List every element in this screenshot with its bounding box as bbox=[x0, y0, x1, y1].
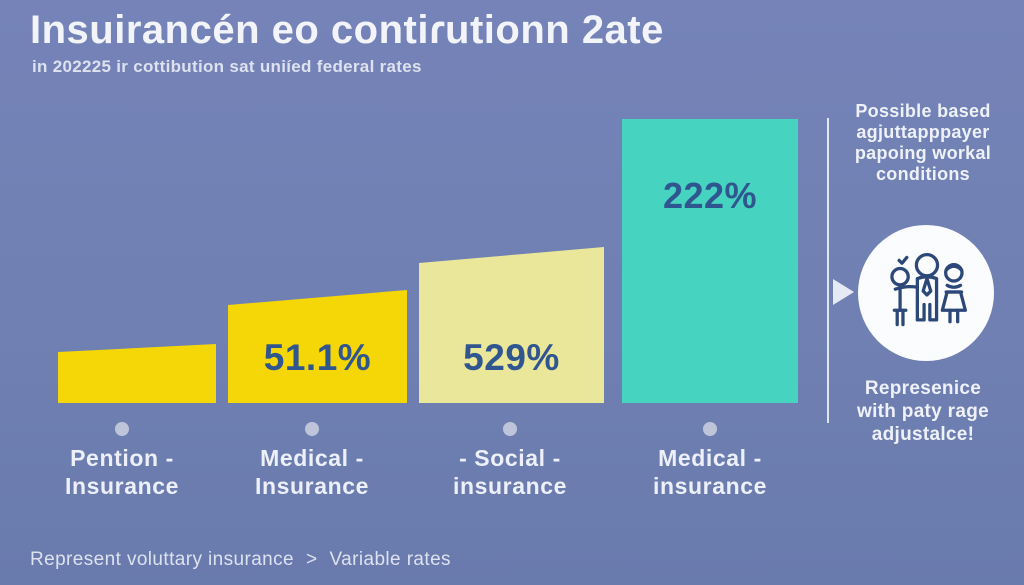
category-line: Insurance bbox=[254, 473, 370, 499]
category-line: insurance bbox=[452, 473, 568, 499]
category-label-social: - Social - insurance bbox=[395, 444, 625, 500]
bar-value-label: 51.1% bbox=[263, 337, 372, 378]
axis-dot bbox=[503, 422, 517, 436]
side-note-top: Possible based agjuttapppayer papoing wo… bbox=[828, 101, 1018, 185]
category-label-pension: Pention - Insurance bbox=[7, 444, 237, 500]
note-line: papoing workal bbox=[854, 143, 992, 163]
chevron-right-icon: > bbox=[306, 549, 318, 570]
note-line: with paty rage bbox=[857, 401, 989, 422]
note-line: Represenice bbox=[864, 378, 982, 399]
footer-note: Represent voluttary insurance > Variable r… bbox=[30, 549, 451, 571]
page-title: Insuirancén eo contiɾutionn 2ate bbox=[30, 8, 664, 52]
icon-badge bbox=[858, 225, 994, 361]
category-line: Medical - bbox=[658, 445, 762, 471]
category-line: Insurance bbox=[64, 473, 180, 499]
bar-value-label: 529% bbox=[463, 337, 560, 378]
page-subtitle: in 202225 ir cottibution sat uniíed fede… bbox=[32, 57, 422, 76]
category-label-medical-2: Medical - insurance bbox=[595, 444, 825, 500]
axis-dot bbox=[703, 422, 717, 436]
category-label-medical: Medical - Insurance bbox=[197, 444, 427, 500]
bar-value-label: 222% bbox=[662, 175, 758, 216]
category-line: - Social - bbox=[459, 445, 561, 471]
axis-dot bbox=[115, 422, 129, 436]
side-note-bottom: Represenice with paty rage adjustalce! bbox=[828, 377, 1018, 446]
arrow-right-icon bbox=[833, 279, 854, 305]
category-line: Medical - bbox=[260, 445, 364, 471]
note-line: adjustalce! bbox=[871, 424, 975, 445]
bar-social-insurance[interactable]: 529% bbox=[419, 247, 604, 403]
category-line: Pention - bbox=[70, 445, 174, 471]
note-line: conditions bbox=[876, 164, 970, 184]
bar-pension-insurance[interactable] bbox=[58, 344, 216, 403]
axis-dot bbox=[305, 422, 319, 436]
divider-line bbox=[827, 118, 829, 423]
bar-medical-insurance-2[interactable]: 222% bbox=[622, 119, 798, 403]
category-line: insurance bbox=[652, 473, 768, 499]
note-line: Possible based bbox=[855, 101, 991, 121]
footer-right-text: Variable rates bbox=[329, 549, 451, 570]
footer-left-text: Represent voluttary insurance bbox=[30, 549, 295, 570]
family-people-icon bbox=[890, 252, 967, 327]
note-line: agjuttapppayer bbox=[856, 122, 990, 142]
bar-medical-insurance[interactable]: 51.1% bbox=[228, 290, 407, 403]
